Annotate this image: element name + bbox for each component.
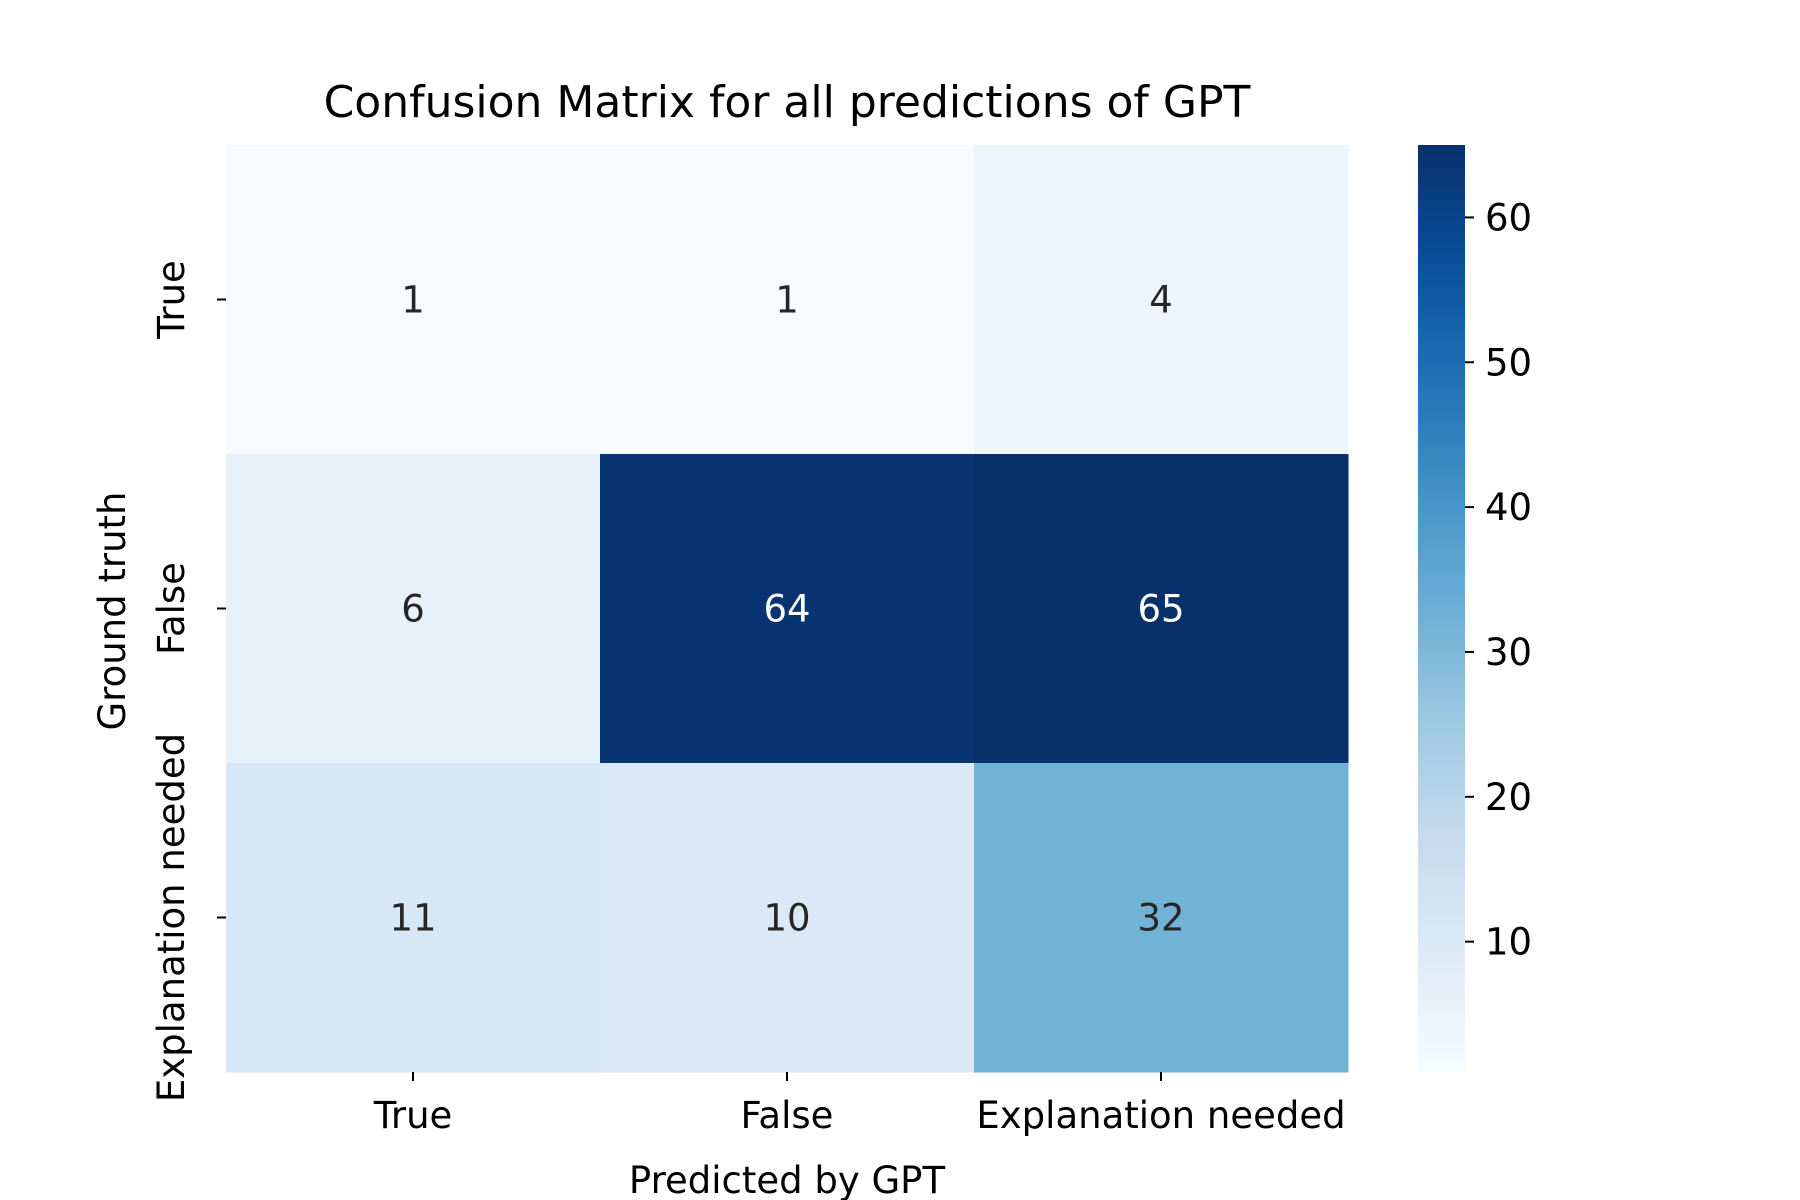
heatmap-cell-r0-c0 [226, 145, 601, 455]
heatmap-cell-r2-c0 [226, 763, 601, 1073]
y-tick-label-0: True [150, 260, 193, 340]
colorbar-tick-label-4: 50 [1485, 341, 1532, 384]
heatmap-cell-r1-c0 [226, 454, 601, 764]
colorbar-tick-label-3: 40 [1485, 486, 1532, 529]
heatmap-cell-r2-c2 [974, 763, 1349, 1073]
y-axis: True False Explanation needed [150, 260, 226, 1102]
heatmap-cell-r1-c2 [974, 454, 1349, 764]
cell-value-r1-c1: 64 [763, 588, 810, 631]
cell-value-r1-c0: 6 [401, 588, 425, 631]
cell-value-r2-c2: 32 [1137, 897, 1184, 940]
cell-value-r0-c2: 4 [1149, 279, 1173, 322]
heatmap-cells [226, 145, 1349, 1073]
cell-value-r0-c1: 1 [775, 279, 799, 322]
heatmap-cell-r0-c2 [974, 145, 1349, 455]
cell-value-r2-c1: 10 [763, 897, 810, 940]
y-axis-label: Ground truth [91, 492, 134, 731]
chart-title: Confusion Matrix for all predictions of … [324, 77, 1251, 128]
colorbar-ticks: 10 20 30 40 50 60 [1465, 196, 1532, 964]
x-axis: True False Explanation needed [373, 1072, 1346, 1137]
x-tick-label-0: True [373, 1094, 453, 1137]
colorbar-tick-label-5: 60 [1485, 196, 1532, 239]
x-tick-label-2: Explanation needed [976, 1094, 1345, 1137]
y-tick-label-2: Explanation needed [150, 733, 193, 1102]
cell-value-r0-c0: 1 [401, 279, 425, 322]
colorbar-tick-label-0: 10 [1485, 921, 1532, 964]
colorbar-tick-label-1: 20 [1485, 776, 1532, 819]
y-tick-label-1: False [150, 562, 193, 655]
x-tick-label-1: False [741, 1094, 834, 1137]
x-axis-label: Predicted by GPT [629, 1159, 946, 1200]
heatmap-cell-r0-c1 [600, 145, 975, 455]
cell-value-r1-c2: 65 [1137, 588, 1184, 631]
heatmap-cell-r1-c1 [600, 454, 975, 764]
cell-value-r2-c0: 11 [389, 897, 436, 940]
heatmap-cell-r2-c1 [600, 763, 975, 1073]
colorbar [1418, 145, 1465, 1072]
colorbar-tick-label-2: 30 [1485, 631, 1532, 674]
